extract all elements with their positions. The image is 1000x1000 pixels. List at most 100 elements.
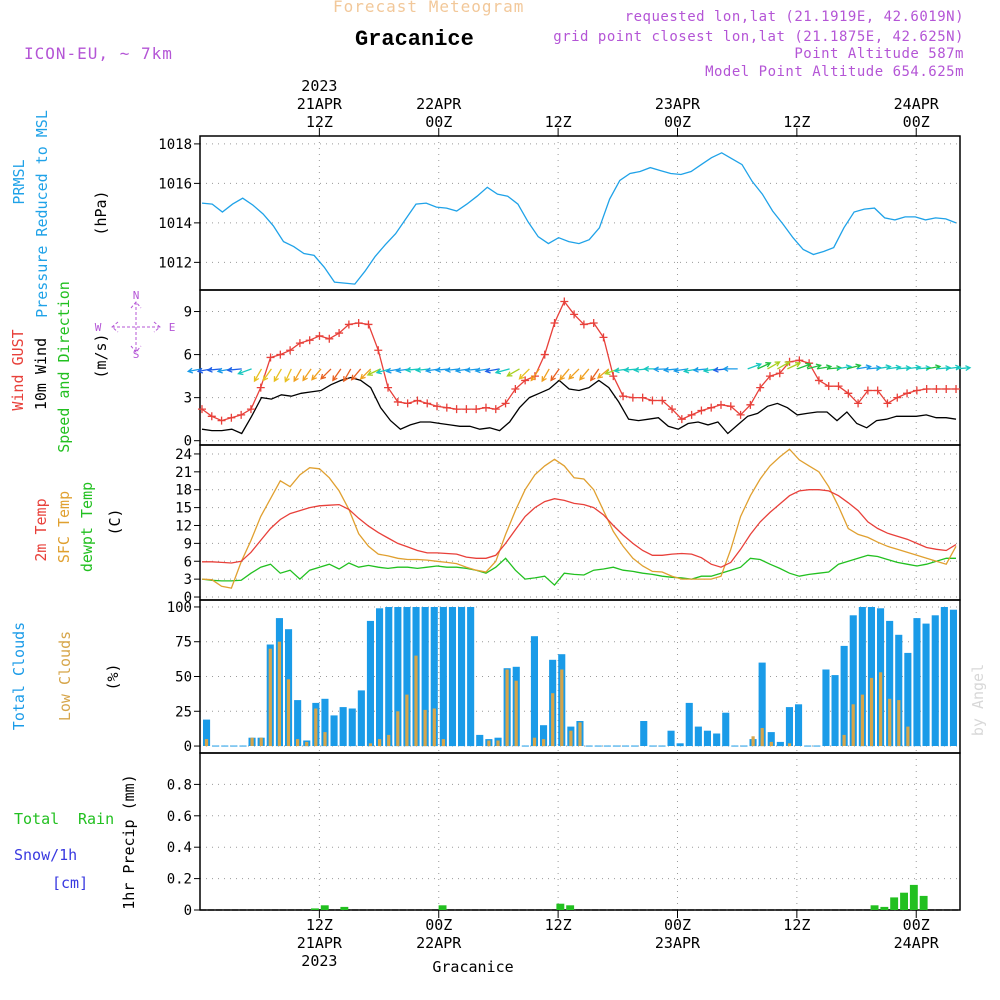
- wind-gust-line-marker: [472, 405, 481, 414]
- wind-gust-line-marker: [423, 399, 432, 408]
- low-cloud-bar: [860, 694, 864, 747]
- wind-gust-line: [201, 300, 956, 422]
- rain-bar: [880, 906, 889, 910]
- wind-gust-line-marker: [609, 372, 618, 381]
- rain-bar: [340, 906, 349, 910]
- y-tick-label: 0: [184, 739, 192, 755]
- low-cloud-bar: [423, 709, 427, 747]
- rain-bar: [320, 905, 329, 910]
- top-axis-label: 22APR: [416, 95, 462, 113]
- top-axis-label: 00Z: [425, 113, 452, 131]
- y-tick-label: 1018: [158, 137, 192, 153]
- wind-gust-line-marker: [276, 350, 285, 359]
- temp-2m-line: [202, 489, 957, 568]
- y-tick-label: 0: [184, 903, 192, 919]
- wind-arrow: [284, 368, 292, 383]
- wind-gust-line-marker: [952, 385, 961, 394]
- y-tick-label: 50: [175, 670, 192, 686]
- wind-gust-line-marker: [315, 331, 324, 340]
- top-axis-label: 00Z: [903, 113, 930, 131]
- wind-gust-line-marker: [286, 346, 295, 355]
- total-cloud-bar: [540, 725, 548, 747]
- low-cloud-bar: [378, 739, 382, 747]
- low-cloud-bar: [368, 743, 373, 747]
- low-cloud-bar: [286, 679, 291, 747]
- total-cloud-bar: [822, 669, 830, 746]
- total-cloud-bar: [722, 712, 730, 747]
- wind-gust-line-marker: [707, 403, 716, 412]
- wind-gust-line-marker: [462, 405, 471, 414]
- wind-gust-line-marker: [824, 382, 833, 391]
- total-cloud-bar: [394, 607, 402, 747]
- precip-total-label: Total: [14, 810, 59, 828]
- y-tick-label: 0.6: [167, 809, 192, 825]
- wind-gust-line-marker: [354, 319, 363, 328]
- bottom-axis-label: 2023: [301, 952, 337, 970]
- wind-gust-line-marker: [540, 350, 549, 359]
- wind-gust-line-marker: [697, 406, 706, 415]
- wind-arrow: [955, 365, 972, 372]
- total-cloud-bar: [357, 690, 365, 746]
- wind-gust-line-marker: [746, 400, 755, 409]
- wind-arrow: [206, 366, 222, 373]
- compass-s: S: [133, 348, 140, 361]
- bottom-axis-label: 00Z: [425, 916, 452, 934]
- rain-bar: [900, 892, 908, 910]
- wind-gust-line-marker: [393, 397, 402, 406]
- wind-gust-line-marker: [589, 319, 598, 328]
- panel-frame-precip: [199, 752, 961, 911]
- wind-arrow: [484, 367, 500, 374]
- total-cloud-bar: [476, 734, 484, 746]
- wind-gust-line-marker: [922, 385, 931, 394]
- low-cloud-bar: [396, 711, 400, 747]
- wind-arrow: [550, 368, 560, 382]
- total-cloud-bar: [339, 707, 347, 746]
- wind-arrow: [541, 368, 550, 383]
- wind-gust-line-marker: [305, 336, 314, 345]
- wind-gust-line-marker: [765, 372, 774, 381]
- rain-bar: [556, 903, 565, 910]
- dewpoint-line: [201, 554, 956, 587]
- wind-arrow: [494, 368, 510, 375]
- total-cloud-bar: [849, 615, 857, 746]
- low-cloud-bar: [514, 680, 518, 747]
- y-tick-label: 24: [175, 447, 192, 463]
- compass-e: E: [169, 321, 176, 334]
- footer-location: Gracanice: [432, 958, 513, 976]
- compass-w: W: [95, 321, 102, 334]
- wind-gust-line-marker: [560, 297, 569, 306]
- wind-gust-line-marker: [237, 410, 246, 419]
- wind-gust-line-marker: [648, 396, 657, 405]
- rain-bar: [566, 905, 575, 910]
- clouds-unit: (%): [104, 663, 122, 690]
- wind-gust-line-marker: [628, 393, 637, 402]
- low-cloud-bar: [414, 655, 418, 746]
- y-tick-label: 1014: [158, 216, 192, 232]
- total-cloud-bar: [767, 732, 775, 746]
- low-cloud-bar: [569, 730, 573, 746]
- wind-gust-line-marker: [403, 399, 412, 408]
- wind-arrow: [787, 362, 802, 370]
- top-axis-label: 23APR: [655, 95, 701, 113]
- low-cloud-bar: [897, 700, 901, 746]
- total-cloud-bar: [530, 636, 538, 747]
- total-cloud-bar: [831, 675, 839, 746]
- wind-gust-line-marker: [413, 396, 422, 405]
- wind-gust-line-marker: [579, 320, 588, 329]
- wind-arrow: [672, 367, 689, 374]
- y-tick-label: 100: [167, 600, 192, 616]
- low-cloud-bar: [259, 737, 263, 746]
- top-axis-label: 12Z: [306, 113, 333, 131]
- top-axis-label: 24APR: [894, 95, 940, 113]
- y-tick-label: 6: [184, 348, 192, 364]
- bottom-axis-label: 12Z: [545, 916, 572, 934]
- wind-gust-line-marker: [197, 405, 206, 414]
- wind-gust-line-marker: [834, 382, 843, 391]
- wind-arrow: [807, 363, 822, 370]
- y-tick-label: 0.4: [167, 840, 192, 856]
- low-cloud-bar: [441, 739, 445, 747]
- bottom-axis-label: 00Z: [903, 916, 930, 934]
- low-cloud-bar: [560, 669, 564, 746]
- wind-arrow: [262, 368, 272, 382]
